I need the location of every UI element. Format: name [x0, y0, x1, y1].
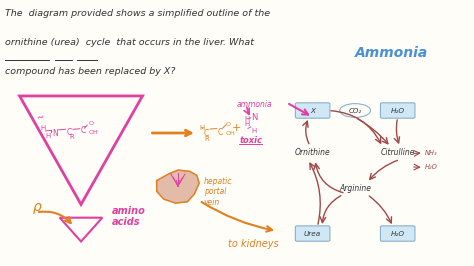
Text: ρ: ρ	[33, 201, 42, 214]
Text: C: C	[67, 128, 72, 137]
Text: ornithine (urea)  cycle  that occurs in the liver. What: ornithine (urea) cycle that occurs in th…	[5, 38, 255, 47]
Text: H: H	[199, 125, 204, 131]
Text: Urea: Urea	[304, 231, 321, 236]
Text: The  diagram provided shows a simplified outline of the: The diagram provided shows a simplified …	[5, 9, 271, 18]
Text: H₂O: H₂O	[391, 107, 405, 114]
FancyBboxPatch shape	[381, 103, 415, 118]
Text: C: C	[81, 126, 86, 135]
Text: Arginine: Arginine	[339, 184, 371, 193]
Polygon shape	[156, 170, 199, 203]
Text: Ornithine: Ornithine	[295, 148, 330, 157]
Text: OH: OH	[225, 131, 235, 136]
Text: R: R	[69, 134, 74, 140]
Text: N: N	[53, 129, 58, 138]
Text: ammonia: ammonia	[237, 100, 273, 109]
Text: H₂O: H₂O	[391, 231, 405, 236]
Text: X: X	[310, 107, 315, 114]
Text: H₂O: H₂O	[425, 164, 438, 171]
Text: H: H	[41, 125, 46, 131]
Text: CO₂: CO₂	[348, 107, 362, 114]
Text: O: O	[225, 122, 230, 127]
FancyBboxPatch shape	[381, 226, 415, 241]
Text: N: N	[251, 113, 257, 122]
Text: to kidneys: to kidneys	[228, 239, 278, 249]
Text: C: C	[218, 128, 223, 137]
Text: OH: OH	[88, 130, 98, 135]
Text: R: R	[204, 136, 209, 142]
Text: H: H	[244, 116, 249, 122]
Text: toxic: toxic	[239, 136, 263, 146]
Text: ~: ~	[36, 112, 46, 124]
Ellipse shape	[340, 104, 371, 117]
Text: Ammonia: Ammonia	[355, 46, 428, 60]
Text: C: C	[204, 129, 209, 138]
Text: amino
acids: amino acids	[112, 206, 146, 227]
FancyBboxPatch shape	[295, 226, 330, 241]
Text: NH₃: NH₃	[425, 150, 438, 156]
Text: H: H	[244, 121, 249, 127]
FancyBboxPatch shape	[295, 103, 330, 118]
Text: compound has been replaced by X?: compound has been replaced by X?	[5, 67, 176, 76]
Text: O: O	[88, 121, 93, 126]
Text: H: H	[46, 133, 51, 139]
Text: +: +	[231, 123, 241, 133]
Text: H: H	[251, 128, 256, 134]
Text: Citrulline: Citrulline	[381, 148, 415, 157]
Text: hepatic
portal
vein: hepatic portal vein	[204, 177, 232, 207]
